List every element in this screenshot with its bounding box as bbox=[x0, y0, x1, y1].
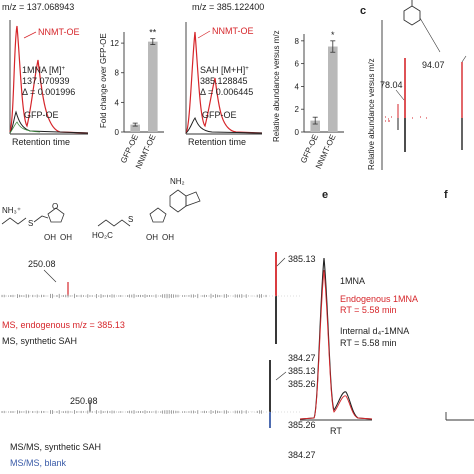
xlabel-rt: RT bbox=[330, 426, 342, 436]
peak-label-78: 78.04 bbox=[380, 80, 403, 90]
trace-nnmt-oe bbox=[9, 25, 89, 134]
ylabel-relative-abundance: Relative abundance versus m/z bbox=[272, 30, 281, 142]
struct-oh-3: OH bbox=[146, 233, 158, 242]
panel-letter-f: f bbox=[444, 189, 448, 201]
struct-oh-2: OH bbox=[60, 233, 72, 242]
struct-oh-4: OH bbox=[162, 233, 174, 242]
fold-change-tick-0: 0 bbox=[115, 128, 120, 137]
label-endogenous-1mna: Endogenous 1MNA bbox=[340, 294, 418, 304]
fold-change-tick-2: 8 bbox=[115, 69, 120, 78]
label-internal-1mna: Internal d₄-1MNA bbox=[340, 326, 409, 336]
legend-ms-synthetic: MS, synthetic SAH bbox=[2, 336, 77, 346]
label-1mna: 1MNA bbox=[340, 276, 365, 286]
label-sah-gfp: GFP-OE bbox=[202, 110, 237, 120]
label-sah-nnmt: NNMT-OE bbox=[212, 26, 254, 36]
struct-sulfur-1: S bbox=[28, 219, 33, 228]
xlabel-retention: Retention time bbox=[12, 137, 70, 147]
struct-nh2: NH₂ bbox=[170, 177, 185, 186]
rel-abund-bar-0 bbox=[310, 120, 320, 132]
msms-label-3: 250.08 bbox=[70, 396, 98, 406]
rel-abund-tick-0: 0 bbox=[295, 128, 300, 137]
struct-hooc: HO₂C bbox=[92, 231, 113, 240]
peak-label-94: 94.07 bbox=[422, 60, 445, 70]
xlabel-retention-2: Retention time bbox=[188, 137, 246, 147]
ylabel-fold-change: Fold change over GFP-OE bbox=[99, 33, 108, 128]
panel-letter-c: c bbox=[360, 5, 366, 17]
msms-label-0: 384.27 bbox=[288, 353, 316, 363]
trace-sah-gfp bbox=[185, 116, 263, 134]
fold-change-significance: ** bbox=[149, 28, 157, 38]
trace-sah-nnmt bbox=[185, 31, 263, 134]
msms-label-1: 385.13 bbox=[288, 366, 316, 376]
panel-a-chromatogram: m/z = 137.068943 NNMT-OE 1MNA [M]+ 137.0… bbox=[2, 2, 89, 147]
struct-oxygen: O bbox=[52, 202, 58, 211]
bar-chart-fold-change: Fold change over GFP-OE 04812GFP-OENNMT-… bbox=[99, 28, 164, 170]
label-endogenous-rt: RT = 5.58 min bbox=[340, 305, 396, 315]
fold-change-tick-3: 12 bbox=[110, 39, 119, 48]
struct-sulfur-2: S bbox=[128, 215, 133, 224]
msms-label-5: 384.27 bbox=[288, 450, 316, 460]
msms-label-2: 385.26 bbox=[288, 379, 316, 389]
label-internal-rt: RT = 5.58 min bbox=[340, 338, 396, 348]
ms-label-385: 385.13 bbox=[288, 254, 316, 264]
label-nnmt-oe: NNMT-OE bbox=[38, 27, 80, 37]
fold-change-bar-0 bbox=[130, 124, 140, 132]
peak-name-1mna: 1MNA [M]+ bbox=[22, 65, 66, 75]
rel-abund-tick-4: 8 bbox=[295, 37, 300, 46]
legend-msms-blank: MS/MS, blank bbox=[10, 458, 67, 468]
struct-charge: NH₃⁺ bbox=[2, 206, 21, 215]
ribose-ring-2 bbox=[149, 207, 167, 223]
panel-f: f bbox=[444, 189, 474, 421]
trace-endogenous bbox=[299, 269, 373, 420]
label-gfp-oe: GFP-OE bbox=[24, 110, 59, 120]
panel-d-structures: NH₃⁺ S O OH OH HO₂C S OH OH NH₂ 385.13 2… bbox=[1, 177, 316, 468]
trace-gfp-oe bbox=[9, 110, 89, 134]
ms-label-250: 250.08 bbox=[28, 259, 56, 269]
peak-mass-1mna: 137.070939 bbox=[22, 76, 70, 86]
delta-1mna: Δ = 0.001996 bbox=[22, 87, 75, 97]
fold-change-bar-1 bbox=[148, 41, 158, 132]
mz-label-1mna: m/z = 137.068943 bbox=[2, 2, 74, 12]
adenine-ring bbox=[169, 189, 187, 213]
rel-abund-tick-3: 6 bbox=[295, 60, 300, 69]
rel-abund-tick-2: 4 bbox=[295, 82, 300, 91]
ylabel-c: Relative abundance versus m/z bbox=[367, 58, 376, 170]
struct-oh-1: OH bbox=[44, 233, 56, 242]
panel-c-spectrum: c Relative abundance versus m/z 94.07 78… bbox=[360, 0, 467, 170]
rel-abund-significance: * bbox=[331, 30, 335, 40]
legend-msms-synthetic: MS/MS, synthetic SAH bbox=[10, 442, 101, 452]
pyridinium-structure bbox=[403, 5, 421, 26]
panel-a2-chromatogram: m/z = 385.122400 NNMT-OE SAH [M+H]+ 385.… bbox=[185, 2, 264, 147]
peak-mass-sah: 385.128845 bbox=[200, 76, 248, 86]
fold-change-tick-1: 4 bbox=[115, 98, 120, 107]
rel-abund-tick-1: 2 bbox=[295, 105, 300, 114]
panel-e-chromatogram: e 1MNA Endogenous 1MNA RT = 5.58 min Int… bbox=[299, 189, 418, 436]
rel-abund-bar-1 bbox=[328, 46, 338, 133]
mz-label-sah: m/z = 385.122400 bbox=[192, 2, 264, 12]
peak-name-sah: SAH [M+H]+ bbox=[200, 65, 249, 75]
ribose-ring-1 bbox=[47, 207, 65, 223]
msms-label-4: 385.26 bbox=[288, 420, 316, 430]
panel-letter-e: e bbox=[322, 189, 328, 201]
delta-sah: Δ = 0.006445 bbox=[200, 87, 253, 97]
bar-chart-relative-abundance: Relative abundance versus m/z 02468GFP-O… bbox=[272, 30, 344, 170]
legend-ms-endogenous: MS, endogenous m/z = 385.13 bbox=[2, 320, 125, 330]
